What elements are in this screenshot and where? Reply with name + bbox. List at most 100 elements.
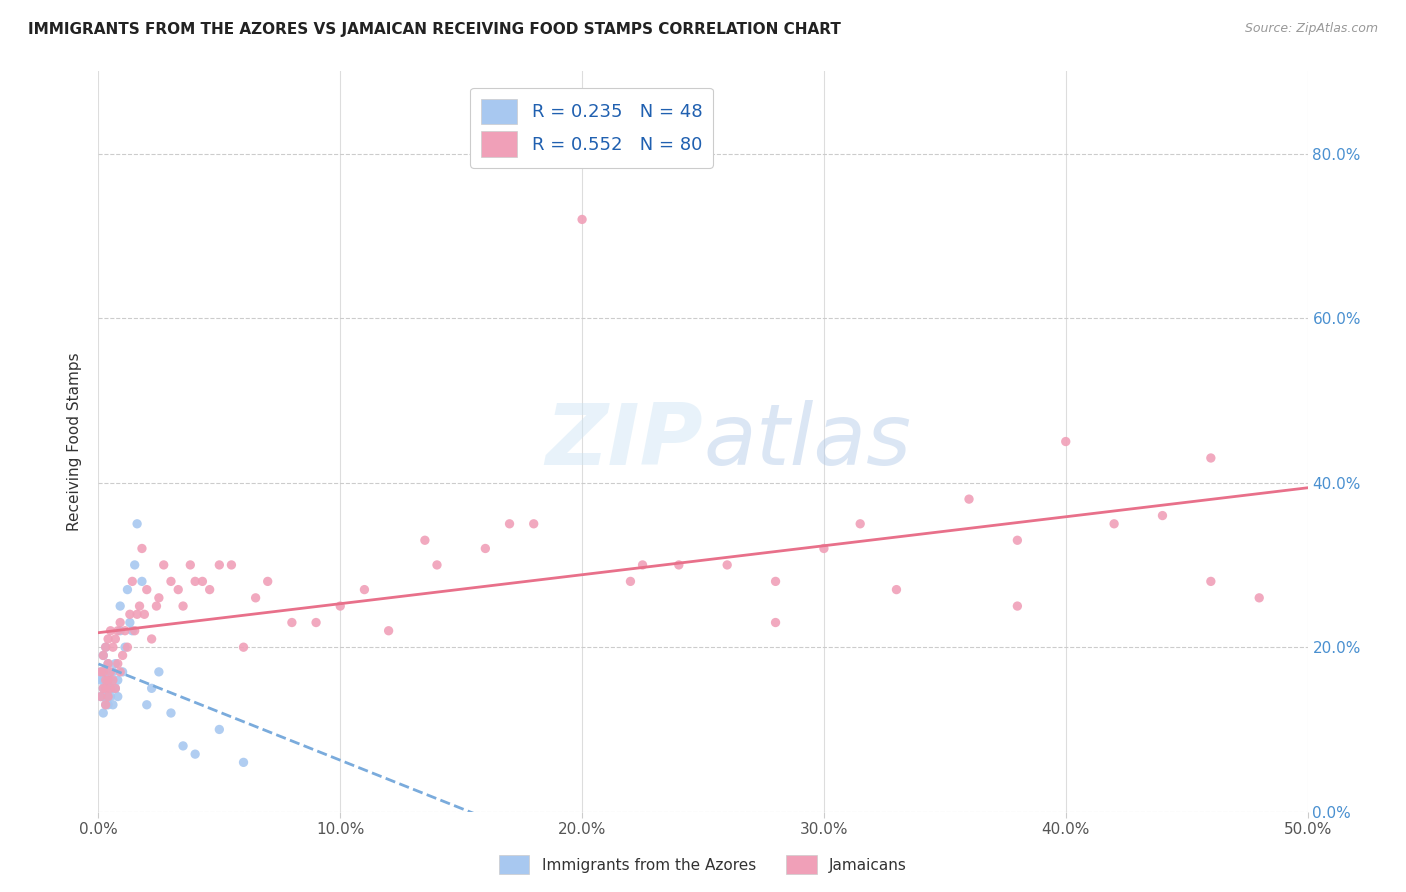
Point xyxy=(232,640,254,655)
Point xyxy=(849,516,872,531)
Point xyxy=(90,690,112,704)
Point xyxy=(101,698,124,712)
Point xyxy=(100,681,122,696)
Point xyxy=(184,574,207,589)
Point xyxy=(100,624,122,638)
Y-axis label: Receiving Food Stamps: Receiving Food Stamps xyxy=(67,352,83,531)
Point xyxy=(1007,533,1029,548)
Point xyxy=(104,632,127,646)
Point xyxy=(97,657,120,671)
Point xyxy=(413,533,436,548)
Point xyxy=(426,558,449,572)
Point xyxy=(145,599,167,613)
Point xyxy=(91,648,114,663)
Point xyxy=(91,681,114,696)
Point xyxy=(148,591,170,605)
Point xyxy=(124,624,146,638)
Point xyxy=(108,615,131,630)
Point xyxy=(91,706,114,720)
Point xyxy=(94,640,117,655)
Point xyxy=(97,698,120,712)
Point xyxy=(111,648,134,663)
Point xyxy=(135,698,157,712)
Point xyxy=(107,624,129,638)
Point xyxy=(91,690,114,704)
Point xyxy=(101,665,124,679)
Point xyxy=(198,582,221,597)
Point xyxy=(668,558,690,572)
Point xyxy=(91,665,114,679)
Point xyxy=(571,212,593,227)
Point xyxy=(90,665,112,679)
Point xyxy=(498,516,520,531)
Point xyxy=(957,492,980,507)
Point xyxy=(256,574,278,589)
Point xyxy=(94,698,117,712)
Point xyxy=(94,681,117,696)
Point xyxy=(91,673,114,687)
Point xyxy=(94,690,117,704)
Point xyxy=(114,640,136,655)
Point xyxy=(1249,591,1271,605)
Point xyxy=(128,599,150,613)
Point xyxy=(94,698,117,712)
Point xyxy=(281,615,304,630)
Point xyxy=(111,665,134,679)
Point xyxy=(90,673,112,687)
Point xyxy=(160,574,183,589)
Point xyxy=(117,640,139,655)
Point xyxy=(100,673,122,687)
Legend: R = 0.235   N = 48, R = 0.552   N = 80: R = 0.235 N = 48, R = 0.552 N = 80 xyxy=(470,87,713,168)
Point xyxy=(100,681,122,696)
Point xyxy=(94,673,117,687)
Point xyxy=(97,690,120,704)
Text: ZIP: ZIP xyxy=(546,400,703,483)
Point xyxy=(813,541,835,556)
Point xyxy=(97,681,120,696)
Point xyxy=(353,582,375,597)
Point xyxy=(329,599,352,613)
Point xyxy=(208,723,231,737)
Point xyxy=(152,558,174,572)
Point xyxy=(131,541,153,556)
Point xyxy=(1102,516,1125,531)
Point xyxy=(104,681,127,696)
Point xyxy=(124,558,146,572)
Point xyxy=(108,624,131,638)
Point xyxy=(208,558,231,572)
Point xyxy=(134,607,156,622)
Point xyxy=(94,640,117,655)
Point xyxy=(191,574,214,589)
Point xyxy=(1007,599,1029,613)
Point xyxy=(101,673,124,687)
Point xyxy=(121,624,143,638)
Point xyxy=(474,541,496,556)
Text: IMMIGRANTS FROM THE AZORES VS JAMAICAN RECEIVING FOOD STAMPS CORRELATION CHART: IMMIGRANTS FROM THE AZORES VS JAMAICAN R… xyxy=(28,22,841,37)
Point xyxy=(90,665,112,679)
Point xyxy=(716,558,738,572)
Point xyxy=(121,574,143,589)
Point xyxy=(127,607,149,622)
Point xyxy=(90,690,112,704)
Point xyxy=(114,624,136,638)
Point xyxy=(141,681,163,696)
Point xyxy=(117,582,139,597)
Point xyxy=(107,673,129,687)
Point xyxy=(91,681,114,696)
Point xyxy=(1199,574,1222,589)
Point xyxy=(619,574,641,589)
Point xyxy=(765,574,787,589)
Point xyxy=(232,756,254,770)
Point xyxy=(523,516,546,531)
Point xyxy=(127,516,149,531)
Point xyxy=(221,558,243,572)
Point xyxy=(148,665,170,679)
Point xyxy=(167,582,190,597)
Text: Source: ZipAtlas.com: Source: ZipAtlas.com xyxy=(1244,22,1378,36)
Point xyxy=(104,681,127,696)
Point xyxy=(108,665,131,679)
Point xyxy=(245,591,267,605)
Point xyxy=(118,615,141,630)
Point xyxy=(131,574,153,589)
Point xyxy=(107,690,129,704)
